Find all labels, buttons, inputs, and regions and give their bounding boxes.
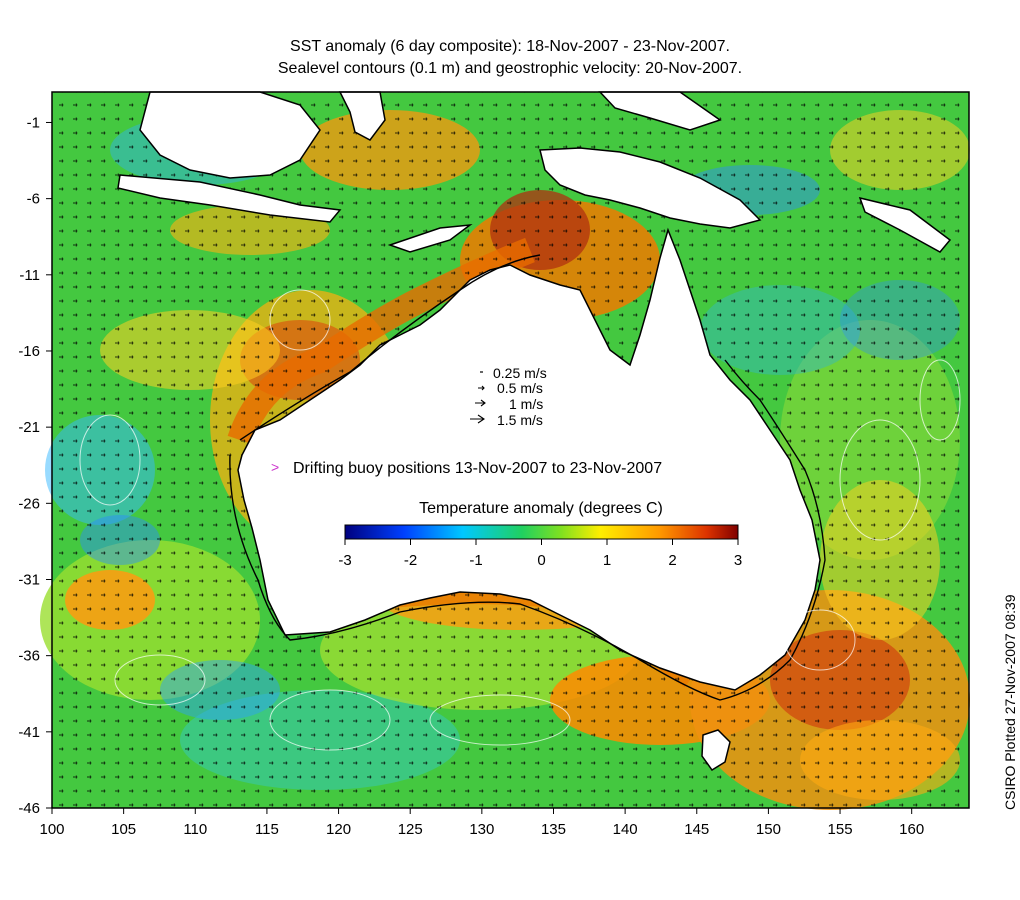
y-tick-label: -41	[18, 724, 40, 741]
tasmania-land	[701, 729, 731, 772]
colorbar-tick-label: -2	[404, 552, 417, 569]
colorbar-gradient	[344, 524, 739, 540]
solomon-land	[858, 196, 952, 253]
y-tick-label: -11	[19, 267, 40, 284]
y-tick-label: -16	[18, 343, 40, 360]
map-title-line2: Sealevel contours (0.1 m) and geostrophi…	[277, 60, 743, 77]
colorbar-tick-label: 1	[603, 552, 611, 569]
arrow-15-icon	[470, 414, 485, 424]
x-tick-label: 130	[469, 821, 494, 838]
buoy-symbol-icon: >	[271, 459, 279, 475]
y-tick-label: -1	[27, 114, 40, 131]
buoy-legend: > Drifting buoy positions 13-Nov-2007 to…	[271, 459, 662, 477]
colorbar-tick-label: 2	[668, 552, 676, 569]
x-tick-label: 145	[684, 821, 709, 838]
map-frame	[51, 91, 970, 809]
velocity-legend-05: 0.5 m/s	[497, 380, 543, 396]
x-tick-label: 105	[111, 821, 136, 838]
x-tick-label: 160	[899, 821, 924, 838]
plotted-timestamp-label: CSIRO Plotted 27-Nov-2007 08:39	[1002, 594, 1018, 810]
velocity-legend-1: 1 m/s	[509, 396, 543, 412]
arrow-05-icon	[478, 385, 485, 391]
borneo-land	[139, 91, 321, 179]
y-tick-label: -21	[18, 419, 40, 436]
colorbar-title: Temperature anomaly (degrees C)	[419, 500, 663, 517]
y-tick-label: -6	[27, 191, 40, 208]
colorbar-tick-label: -3	[338, 552, 351, 569]
buoy-legend-label: Drifting buoy positions 13-Nov-2007 to 2…	[293, 460, 662, 477]
map-title-line1: SST anomaly (6 day composite): 18-Nov-20…	[290, 38, 730, 55]
new-guinea-land	[539, 147, 762, 229]
colorbar-tick-label: -1	[469, 552, 482, 569]
y-tick-label: -26	[18, 495, 40, 512]
x-tick-label: 155	[828, 821, 853, 838]
x-tick-label: 110	[183, 821, 207, 838]
sealevel-contours	[229, 254, 826, 701]
x-tick-label: 125	[398, 821, 423, 838]
colorbar-tick-label: 0	[537, 552, 545, 569]
x-tick-label: 150	[756, 821, 781, 838]
velocity-legend: 0.25 m/s 0.5 m/s 1 m/s 1.5 m/s	[470, 365, 547, 428]
y-tick-label: -31	[18, 571, 40, 588]
x-tick-label: 100	[39, 821, 64, 838]
sealevel-contours-light	[79, 289, 961, 751]
velocity-legend-15: 1.5 m/s	[497, 412, 543, 428]
y-axis: -1 -6 -11 -16 -21 -26 -31 -36 -41 -46	[18, 114, 52, 817]
arrow-1-icon	[475, 399, 486, 407]
y-tick-label: -46	[18, 800, 40, 817]
colorbar: Temperature anomaly (degrees C) -3 -2 -1 0 1…	[338, 500, 742, 569]
x-tick-label: 135	[541, 821, 566, 838]
velocity-legend-025: 0.25 m/s	[493, 365, 547, 381]
x-tick-label: 115	[255, 821, 279, 838]
timor-land	[387, 223, 473, 253]
y-tick-label: -36	[18, 648, 40, 665]
java-land	[117, 174, 342, 223]
x-axis: 100 105 110 115 120 125 130 135 140 145 150 155 160	[39, 808, 924, 838]
x-tick-label: 120	[326, 821, 351, 838]
x-tick-label: 140	[613, 821, 638, 838]
colorbar-tick-label: 3	[734, 552, 742, 569]
